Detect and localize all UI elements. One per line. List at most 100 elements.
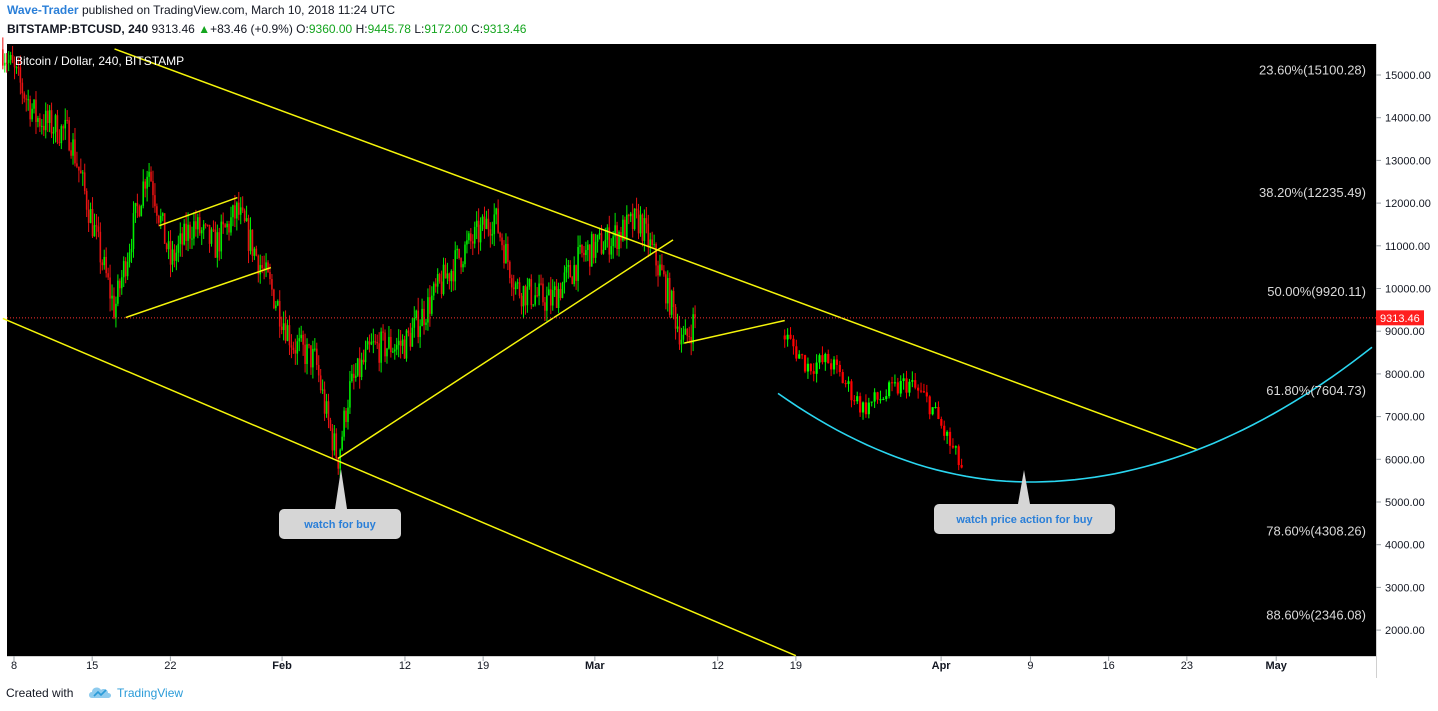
author-link[interactable]: Wave-Trader	[7, 3, 79, 17]
candle	[70, 150, 72, 156]
projection-candle	[879, 399, 882, 401]
candle	[33, 99, 35, 109]
ohlc-line: BITSTAMP:BTCUSD, 240 9313.46 ▲+83.46 (+0…	[7, 22, 526, 36]
candle	[148, 171, 150, 177]
projection-candle	[864, 402, 868, 415]
tradingview-link[interactable]: TradingView	[117, 686, 184, 700]
candle	[520, 295, 523, 307]
price-tick-label: 3000.00	[1385, 582, 1425, 594]
candle	[347, 407, 349, 423]
candle	[442, 264, 445, 294]
candle	[573, 265, 575, 284]
candle	[362, 359, 365, 363]
candle	[608, 227, 611, 255]
candle	[542, 283, 544, 303]
candle	[351, 373, 353, 382]
candle	[132, 213, 135, 249]
time-tick-label: 19	[790, 660, 802, 672]
candle	[446, 273, 449, 279]
annotations[interactable]: watch for buy watch price action for buy	[279, 469, 1115, 539]
candle	[485, 218, 488, 230]
candle	[158, 215, 160, 223]
candle	[11, 55, 14, 63]
symbol-label: BITSTAMP:BTCUSD, 240	[7, 22, 149, 36]
projection-candle	[827, 353, 830, 364]
projection-candle	[940, 419, 943, 426]
candle	[331, 428, 334, 451]
change-value: +83.46 (+0.9%)	[210, 22, 293, 36]
candle	[290, 345, 293, 348]
candle	[493, 214, 496, 235]
candle	[358, 358, 361, 377]
projection-candle	[937, 407, 940, 420]
candle	[284, 323, 287, 341]
projection-candle	[890, 382, 894, 384]
price-tick-label: 11000.00	[1385, 241, 1430, 253]
projection-candle	[951, 445, 955, 448]
candle	[563, 272, 566, 284]
candle	[509, 261, 511, 279]
candle	[54, 115, 57, 132]
candle	[423, 308, 425, 325]
callout-watch-price-action-text: watch price action for buy	[955, 514, 1093, 526]
candle	[120, 277, 123, 289]
candle	[212, 229, 215, 231]
candle	[288, 325, 291, 346]
candle	[647, 223, 650, 248]
candle	[101, 262, 104, 266]
candle	[692, 314, 694, 344]
candle	[179, 233, 182, 244]
candle	[46, 110, 49, 123]
projection-candle	[821, 355, 824, 363]
trendlines[interactable]	[0, 48, 1373, 657]
projection-candle	[803, 355, 807, 372]
candle	[144, 181, 146, 189]
projection-candle	[885, 396, 888, 399]
candle	[68, 120, 70, 151]
time-tick-label: 12	[712, 660, 724, 672]
candle	[546, 295, 548, 311]
tradingview-cloud-icon[interactable]	[88, 684, 112, 700]
price-tick-label: 13000.00	[1385, 155, 1431, 167]
candle	[122, 261, 125, 278]
projection-candle	[835, 359, 839, 365]
candle	[339, 449, 341, 469]
fib-levels: 23.60%(15100.28) 38.20%(12235.49) 50.00%(9…	[1259, 63, 1366, 623]
projection-candle	[957, 446, 960, 466]
price-chart[interactable]: 15000.00 14000.00 13000.00 12000.00 11000.00…	[0, 0, 1438, 678]
candle	[345, 410, 347, 423]
candle	[354, 375, 357, 378]
candle	[376, 341, 379, 344]
candle	[612, 236, 614, 247]
price-tick-label: 12000.00	[1385, 198, 1431, 210]
candle	[384, 332, 386, 357]
candle	[429, 297, 431, 314]
channel-lower-line	[2, 317, 797, 657]
projection-candle	[873, 392, 876, 402]
candle	[119, 280, 121, 289]
high-label: H:	[355, 22, 368, 36]
candle	[138, 206, 141, 217]
candle	[678, 326, 681, 345]
projection-candle	[943, 425, 946, 436]
candle	[466, 240, 468, 245]
candle	[13, 62, 16, 68]
fib-level-label: 38.20%(12235.49)	[1259, 185, 1366, 200]
candle	[263, 268, 265, 270]
close-label: C:	[471, 22, 484, 36]
candle	[159, 215, 162, 223]
candle	[505, 243, 507, 264]
candle	[665, 274, 667, 304]
candle	[581, 245, 583, 253]
price-tick-label: 2000.00	[1385, 625, 1425, 637]
callout-watch-for-buy-pointer	[335, 469, 347, 509]
candle	[434, 283, 437, 287]
price-tick-label: 9000.00	[1385, 326, 1425, 338]
candle	[668, 278, 671, 315]
candle	[551, 290, 554, 306]
candle	[489, 229, 492, 236]
candle	[95, 225, 98, 227]
candle	[600, 233, 603, 254]
candle	[126, 261, 129, 277]
price-axis: 15000.00 14000.00 13000.00 12000.00 11000.00…	[1376, 70, 1431, 637]
